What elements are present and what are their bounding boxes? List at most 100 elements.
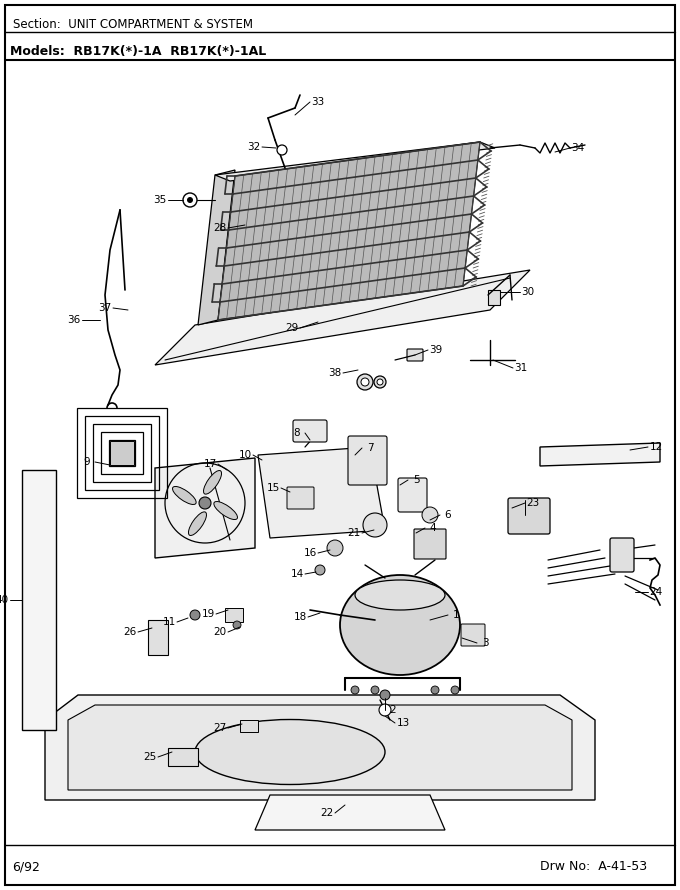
FancyBboxPatch shape — [461, 624, 485, 646]
Polygon shape — [540, 443, 660, 466]
Ellipse shape — [195, 719, 385, 784]
FancyBboxPatch shape — [287, 487, 314, 509]
Text: 27: 27 — [214, 723, 226, 733]
Text: 39: 39 — [429, 345, 443, 355]
Bar — [77, 408, 167, 498]
Ellipse shape — [173, 487, 196, 505]
Circle shape — [451, 686, 459, 694]
Polygon shape — [218, 142, 480, 320]
FancyBboxPatch shape — [293, 420, 327, 442]
Text: 37: 37 — [99, 303, 112, 313]
FancyBboxPatch shape — [508, 498, 550, 534]
Bar — [225, 608, 243, 622]
Polygon shape — [255, 795, 445, 830]
Circle shape — [199, 497, 211, 509]
Circle shape — [187, 197, 193, 203]
Text: 24: 24 — [649, 587, 662, 597]
Circle shape — [431, 686, 439, 694]
Bar — [110, 441, 134, 465]
Circle shape — [422, 507, 438, 523]
Text: 28: 28 — [214, 223, 226, 233]
Text: 17: 17 — [203, 459, 217, 469]
Text: 20: 20 — [214, 627, 226, 637]
Text: 13: 13 — [396, 718, 409, 728]
Text: 10: 10 — [239, 450, 252, 460]
Text: 19: 19 — [201, 609, 215, 619]
Polygon shape — [215, 142, 495, 181]
Text: 23: 23 — [526, 498, 540, 508]
Ellipse shape — [355, 580, 445, 610]
Text: 18: 18 — [293, 612, 307, 622]
Text: 32: 32 — [248, 142, 260, 152]
Circle shape — [363, 513, 387, 537]
Bar — [109, 440, 135, 466]
Text: 36: 36 — [67, 315, 81, 325]
Ellipse shape — [188, 512, 207, 536]
Circle shape — [183, 193, 197, 207]
Text: 8: 8 — [294, 428, 301, 438]
Text: 3: 3 — [481, 638, 488, 648]
Bar — [101, 432, 143, 474]
Text: 25: 25 — [143, 752, 156, 762]
Circle shape — [315, 565, 325, 575]
Circle shape — [327, 540, 343, 556]
Bar — [148, 620, 168, 655]
Polygon shape — [198, 170, 235, 325]
Circle shape — [233, 621, 241, 629]
Text: 34: 34 — [571, 143, 585, 153]
Text: 21: 21 — [347, 528, 360, 538]
Circle shape — [380, 690, 390, 700]
Bar — [168, 748, 198, 766]
Bar — [93, 424, 151, 482]
Text: 14: 14 — [290, 569, 304, 579]
Circle shape — [351, 686, 359, 694]
Text: 1: 1 — [453, 610, 459, 620]
Text: 16: 16 — [303, 548, 317, 558]
FancyBboxPatch shape — [407, 349, 423, 361]
Ellipse shape — [340, 575, 460, 675]
Circle shape — [371, 686, 379, 694]
Polygon shape — [258, 447, 385, 538]
Ellipse shape — [203, 471, 222, 494]
Text: 40: 40 — [0, 595, 9, 605]
Polygon shape — [155, 458, 255, 558]
Circle shape — [379, 704, 391, 716]
Bar — [240, 720, 258, 732]
Polygon shape — [22, 470, 56, 730]
Polygon shape — [45, 695, 595, 800]
FancyBboxPatch shape — [610, 538, 634, 572]
Text: Section:  UNIT COMPARTMENT & SYSTEM: Section: UNIT COMPARTMENT & SYSTEM — [13, 18, 253, 31]
Text: Models:  RB17K(*)-1A  RB17K(*)-1AL: Models: RB17K(*)-1A RB17K(*)-1AL — [10, 45, 267, 58]
Circle shape — [277, 145, 287, 155]
Text: 35: 35 — [154, 195, 167, 205]
Text: 22: 22 — [320, 808, 334, 818]
FancyBboxPatch shape — [414, 529, 446, 559]
Ellipse shape — [214, 501, 237, 520]
Circle shape — [374, 376, 386, 388]
Circle shape — [377, 379, 383, 385]
Text: 11: 11 — [163, 617, 175, 627]
Circle shape — [190, 610, 200, 620]
Text: 6/92: 6/92 — [12, 860, 40, 873]
Bar — [85, 416, 159, 490]
Circle shape — [361, 378, 369, 386]
FancyBboxPatch shape — [488, 290, 500, 305]
Text: 26: 26 — [123, 627, 137, 637]
Text: 30: 30 — [522, 287, 534, 297]
Text: 12: 12 — [649, 442, 662, 452]
Text: 9: 9 — [84, 457, 90, 467]
Text: 2: 2 — [390, 705, 396, 715]
Text: 7: 7 — [367, 443, 373, 453]
Polygon shape — [68, 705, 572, 790]
Text: 6: 6 — [445, 510, 452, 520]
Text: Drw No:  A-41-53: Drw No: A-41-53 — [540, 860, 647, 873]
Text: 5: 5 — [413, 475, 420, 485]
FancyBboxPatch shape — [348, 436, 387, 485]
Text: 29: 29 — [286, 323, 299, 333]
Text: 33: 33 — [311, 97, 324, 107]
FancyBboxPatch shape — [398, 478, 427, 512]
Text: 31: 31 — [514, 363, 528, 373]
Text: 15: 15 — [267, 483, 279, 493]
Text: 4: 4 — [430, 523, 437, 533]
Circle shape — [357, 374, 373, 390]
